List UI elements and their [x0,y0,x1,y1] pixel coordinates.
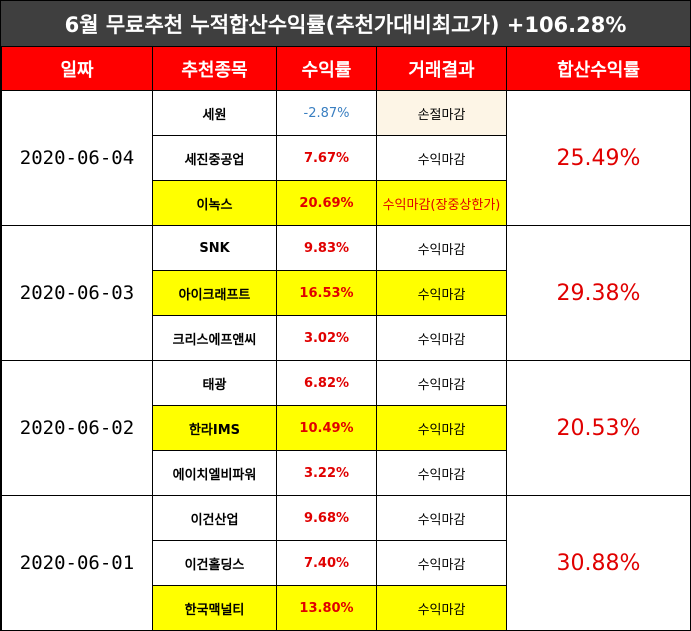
table-row: 한라IMS 10.49% 수익마감 [2,405,691,451]
result-cell: 수익마감 [376,450,507,496]
return-cell: 6.82% [276,360,377,406]
return-cell: 13.80% [276,585,377,631]
stock-cell: 이녹스 [152,180,277,226]
return-cell: 7.40% [276,540,377,586]
stock-cell: 아이크래프트 [152,270,277,316]
header-stock: 추천종목 [152,47,277,91]
result-cell: 수익마감 [376,225,507,271]
header-return: 수익률 [276,47,377,91]
stock-cell: 태광 [152,360,277,406]
total-return-cell: 25.49% [506,90,691,226]
header-row: 일짜 추천종목 수익률 거래결과 합산수익률 [1,47,691,91]
result-cell: 손절마감 [376,90,507,136]
return-cell: 9.83% [276,225,377,271]
return-cell: 3.22% [276,450,377,496]
date-cell: 2020-06-02 [1,360,153,496]
total-return-cell: 29.38% [506,225,691,361]
result-cell: 수익마감 [376,585,507,631]
stock-cell: 크리스에프앤씨 [152,315,277,361]
stock-cell: 세원 [152,90,277,136]
stock-cell: 에이치엘비파워 [152,450,277,496]
result-cell: 수익마감 [376,270,507,316]
stock-cell: 한국맥널티 [152,585,277,631]
date-cell: 2020-06-01 [1,495,153,631]
result-cell: 수익마감 [376,405,507,451]
date-cell: 2020-06-04 [1,90,153,226]
result-cell: 수익마감 [376,135,507,181]
result-cell: 수익마감 [376,315,507,361]
result-cell: 수익마감 [376,540,507,586]
return-cell: 10.49% [276,405,377,451]
table-row: 에이치엘비파워 3.22% 수익마감 [2,450,691,496]
table-row: 세진중공업 7.67% 수익마감 [2,135,691,181]
stock-cell: SNK [152,225,277,271]
header-total: 합산수익률 [506,47,691,91]
table-row: 2020-06-01 이건산업 9.68% 수익마감 30.88% [1,495,691,631]
return-cell: 7.67% [276,135,377,181]
return-cell: 20.69% [276,180,377,226]
returns-table: 일짜 추천종목 수익률 거래결과 합산수익률 2020-06-04 세원 -2.87… [1,47,691,631]
stock-cell: 이건산업 [152,495,277,541]
table-body: 2020-06-04 세원 -2.87% 손절마감 25.49% 세진중공업 7.67% 수익… [1,90,691,631]
date-cell: 2020-06-03 [1,225,153,361]
table-row: 2020-06-02 태광 6.82% 수익마감 20.53% [1,360,691,496]
table-row: 2020-06-04 세원 -2.87% 손절마감 25.49% [1,90,691,226]
sheet-title: 6월 무료추천 누적합산수익률(추천가대비최고가) +106.28% [1,1,690,47]
total-return-cell: 20.53% [506,360,691,496]
return-cell: -2.87% [276,90,377,136]
return-cell: 9.68% [276,495,377,541]
result-cell: 수익마감(장중상한가) [376,180,507,226]
return-cell: 16.53% [276,270,377,316]
table-row: 한국맥널티 13.80% 수익마감 [2,585,691,631]
stock-cell: 세진중공업 [152,135,277,181]
table-row: 크리스에프앤씨 3.02% 수익마감 [2,315,691,361]
table-row: 2020-06-03 SNK 9.83% 수익마감 29.38% [1,225,691,361]
stock-cell: 한라IMS [152,405,277,451]
total-return-cell: 30.88% [506,495,691,631]
result-cell: 수익마감 [376,360,507,406]
return-cell: 3.02% [276,315,377,361]
header-result: 거래결과 [376,47,507,91]
table-row: 이녹스 20.69% 수익마감(장중상한가) [2,180,691,226]
result-cell: 수익마감 [376,495,507,541]
header-date: 일짜 [1,47,153,91]
stock-cell: 이건홀딩스 [152,540,277,586]
table-row: 아이크래프트 16.53% 수익마감 [2,270,691,316]
